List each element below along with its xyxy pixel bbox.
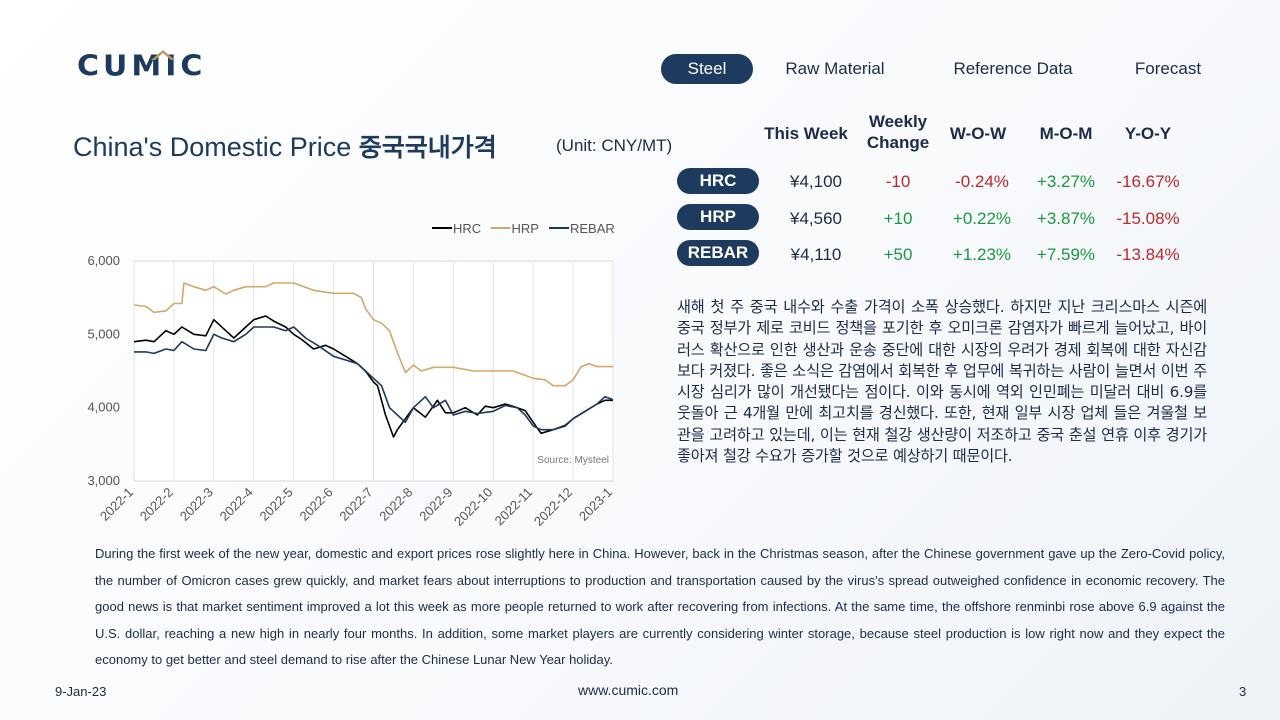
row-label-hrc: HRC (677, 168, 759, 194)
logo-accent-mark (151, 50, 175, 60)
rebar-wow: +1.23% (952, 245, 1012, 264)
x-tick-label: 2022-7 (336, 485, 375, 524)
series-line-hrc (133, 315, 613, 438)
footer-url[interactable]: www.cumic.com (578, 682, 679, 698)
hrp-weekly-change: +10 (883, 209, 913, 228)
rebar-this-week: ¥4,110 (790, 245, 842, 264)
header-weekly-change: Weekly Change (856, 111, 940, 153)
hrc-this-week: ¥4,100 (790, 172, 842, 191)
header-weekly-line1: Weekly (868, 112, 928, 131)
x-tick-label: 2022-12 (531, 485, 575, 529)
x-tick-label: 2022-10 (451, 485, 495, 529)
row-label-hrp: HRP (677, 204, 759, 230)
series-line-hrp (133, 282, 613, 387)
tab-steel[interactable]: Steel (661, 54, 753, 84)
x-tick-label: 2022-8 (376, 485, 415, 524)
x-tick-label: 2023-1 (576, 485, 615, 524)
y-tick-label: 6,000 (87, 253, 120, 268)
x-tick-label: 2022-2 (137, 485, 176, 524)
header-mom: M-O-M (1039, 124, 1093, 143)
hrc-mom: +3.27% (1036, 172, 1096, 191)
header-weekly-line2: Change (866, 133, 930, 152)
hrp-mom: +3.87% (1036, 209, 1096, 228)
header-yoy: Y-O-Y (1124, 124, 1172, 143)
x-tick-label: 2022-5 (257, 485, 296, 524)
title-korean: 중국국내가격 (358, 133, 497, 162)
tab-reference-data[interactable]: Reference Data (953, 59, 1073, 78)
title-english: China's Domestic Price (73, 132, 352, 162)
header-wow: W-O-W (949, 124, 1007, 143)
legend-label-hrc: HRC (453, 221, 481, 236)
x-tick-label: 2022-6 (296, 485, 335, 524)
hrp-wow: +0.22% (952, 209, 1012, 228)
x-tick-label: 2022-9 (416, 485, 455, 524)
unit-label: (Unit: CNY/MT) (556, 136, 673, 155)
y-tick-label: 5,000 (87, 326, 120, 341)
x-tick-label: 2022-1 (97, 485, 136, 524)
tab-raw-material[interactable]: Raw Material (785, 59, 885, 78)
header-this-week: This Week (764, 124, 848, 143)
korean-commentary: 새해 첫 주 중국 내수와 수출 가격이 소폭 상승했다. 하지만 지난 크리스… (677, 298, 1207, 466)
y-tick-label: 3,000 (87, 473, 120, 488)
hrp-this-week: ¥4,560 (790, 209, 842, 228)
legend-label-hrp: HRP (512, 221, 539, 236)
rebar-mom: +7.59% (1036, 245, 1096, 264)
footer-page-number: 3 (1239, 684, 1247, 699)
hrc-weekly-change: -10 (885, 172, 911, 191)
x-tick-label: 2022-4 (217, 485, 256, 524)
hrc-wow: -0.24% (955, 172, 1009, 191)
x-tick-label: 2022-11 (492, 485, 536, 529)
tab-forecast[interactable]: Forecast (1134, 59, 1202, 78)
chart-source: Source: Mysteel (537, 455, 609, 466)
series-line-rebar (134, 326, 614, 431)
logo-text: CUMIC (77, 49, 207, 84)
top-nav: Steel Raw Material Reference Data Foreca… (661, 54, 1221, 84)
hrc-yoy: -16.67% (1116, 172, 1180, 191)
cumic-logo: CUMIC (77, 49, 207, 84)
rebar-weekly-change: +50 (883, 245, 913, 264)
footer-date: 9-Jan-23 (55, 684, 107, 699)
english-commentary: During the first week of the new year, d… (95, 546, 1225, 668)
page-title: China's Domestic Price 중국국내가격 (73, 128, 497, 164)
rebar-yoy: -13.84% (1116, 245, 1180, 264)
y-tick-label: 4,000 (87, 400, 120, 415)
x-tick-label: 2022-3 (177, 485, 216, 524)
hrp-yoy: -15.08% (1116, 209, 1180, 228)
legend-label-rebar: REBAR (570, 221, 615, 236)
row-label-rebar: REBAR (677, 240, 759, 266)
